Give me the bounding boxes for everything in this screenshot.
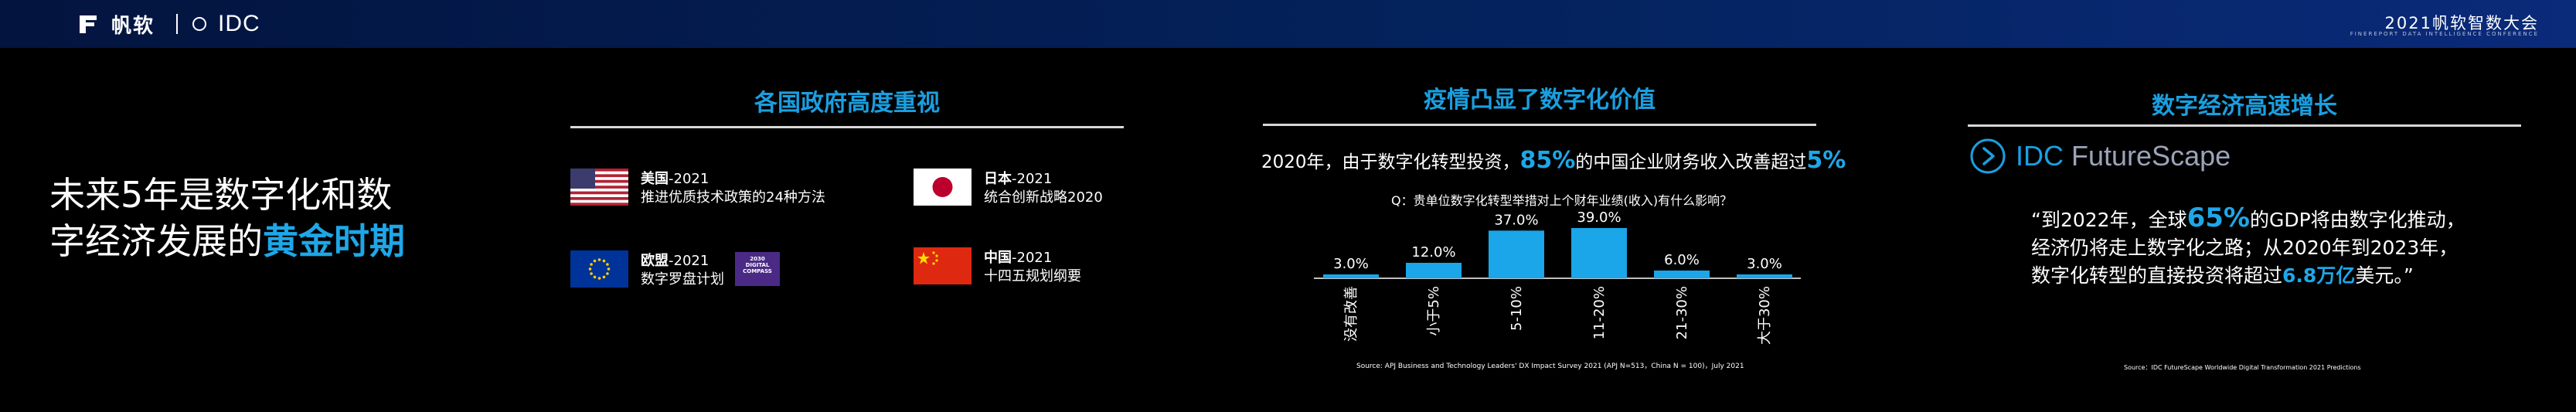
- chart-data-label: 3.0%: [1333, 256, 1369, 272]
- section3-divider: [1968, 124, 2521, 127]
- futurescape-brand: IDC: [2016, 140, 2064, 172]
- japan-flag-icon: [914, 169, 972, 206]
- headline-line2: 字经济发展的黄金时期: [49, 218, 451, 264]
- digital-compass-badge: 2030 DIGITAL COMPASS: [735, 252, 780, 286]
- country-japan: 日本-2021 统合创新战略2020: [914, 169, 1103, 207]
- headline-highlight: 黄金时期: [263, 220, 405, 262]
- country-eu-name: 欧盟: [641, 253, 669, 269]
- headline-line2-prefix: 字经济发展的: [49, 220, 263, 262]
- country-japan-desc: 统合创新战略2020: [984, 189, 1103, 206]
- chart-data-label: 12.0%: [1411, 244, 1455, 260]
- country-china-year: -2021: [1012, 250, 1053, 266]
- stat-prefix: 2020年，由于数字化转型投资，: [1261, 152, 1520, 172]
- chart-data-label: 3.0%: [1747, 256, 1782, 272]
- stat-line: 2020年，由于数字化转型投资，85%的中国企业财务收入改善超过5%: [1261, 147, 1846, 174]
- chart-category-label: 11-20%: [1591, 286, 1608, 339]
- logo-divider: [176, 14, 179, 34]
- country-usa: 美国-2021 推进优质技术政策的24种方法: [570, 169, 825, 207]
- section2-divider: [1263, 124, 1816, 126]
- brand-name: 帆软: [111, 14, 155, 38]
- chart-category-label: 小于5%: [1426, 286, 1442, 336]
- header-bar: 帆软 IDC 2021帆软智数大会 FINEREPORT DATA INTELL…: [0, 0, 2576, 48]
- stat-middle: 的中国企业财务收入改善超过: [1575, 152, 1807, 172]
- section3-title: 数字经济高速增长: [2152, 93, 2337, 120]
- chart-category-label: 没有改善: [1343, 286, 1359, 342]
- chart-bar: [1406, 263, 1462, 278]
- stat-pct-85: 85%: [1519, 147, 1576, 174]
- chart-bar: [1571, 228, 1627, 278]
- chart-data-label: 37.0%: [1494, 212, 1538, 228]
- country-eu-desc: 数字罗盘计划: [641, 271, 724, 288]
- country-eu-year: -2021: [669, 253, 710, 269]
- brand-logos: 帆软 IDC: [77, 11, 260, 38]
- chart-bar: [1737, 274, 1792, 278]
- futurescape-source: Source：IDC FutureScape Worldwide Digital…: [2124, 364, 2361, 371]
- country-china-name: 中国: [984, 250, 1012, 266]
- chart-data-label: 6.0%: [1664, 252, 1700, 268]
- chart-source: Source: APJ Business and Technology Lead…: [1356, 363, 1744, 370]
- chart-category-label: 大于30%: [1757, 286, 1773, 345]
- badge-line2: DIGITAL: [745, 262, 770, 268]
- play-circle-icon: [1970, 138, 2006, 174]
- futurescape-text: IDC FutureScape: [2016, 140, 2231, 172]
- country-china: 中国-2021 十四五规划纲要: [914, 247, 1081, 286]
- country-usa-name: 美国: [641, 171, 669, 187]
- badge-line1: 2030: [750, 256, 765, 262]
- section1-title: 各国政府高度重视: [754, 90, 940, 117]
- conference-subtitle: FINEREPORT DATA INTELLIGENCE CONFERENCE: [2350, 31, 2539, 37]
- quote-l3-b: 美元。”: [2355, 264, 2414, 287]
- country-china-text: 中国-2021 十四五规划纲要: [984, 249, 1081, 286]
- quote-68-trillion: 6.8万亿: [2282, 264, 2356, 287]
- idc-logo-text: IDC: [218, 11, 260, 36]
- quote-l1-a: “到2022年，全球: [2031, 209, 2187, 231]
- finereport-logo-icon: [80, 15, 97, 33]
- chart-category-label: 5-10%: [1509, 286, 1525, 331]
- country-japan-name: 日本: [984, 171, 1012, 187]
- conference-title: 2021帆软智数大会: [2384, 14, 2539, 32]
- quote-line1: “到2022年，全球65%的GDP将由数字化推动，: [2031, 204, 2495, 234]
- country-japan-year: -2021: [1012, 171, 1053, 187]
- idc-quote: “到2022年，全球65%的GDP将由数字化推动， 经济仍将走上数字化之路；从2…: [2031, 204, 2495, 290]
- chart-category-label: 21-30%: [1674, 286, 1690, 339]
- country-usa-year: -2021: [669, 171, 710, 187]
- country-usa-desc: 推进优质技术政策的24种方法: [641, 189, 825, 206]
- idc-futurescape-logo: IDC FutureScape: [1969, 138, 2231, 175]
- country-usa-text: 美国-2021 推进优质技术政策的24种方法: [641, 170, 825, 207]
- headline-line1: 未来5年是数字化和数: [49, 174, 393, 216]
- quote-l1-b: 的GDP将由数字化推动，: [2249, 209, 2465, 231]
- chart-bar: [1489, 230, 1544, 278]
- us-flag-icon: [570, 169, 628, 206]
- country-china-desc: 十四五规划纲要: [984, 268, 1081, 284]
- bar-chart: 3.0% 没有改善 12.0% 小于5% 37.0% 5-10% 39.0% 11-20% 6.…: [1314, 209, 1801, 345]
- chart-bar: [1654, 271, 1710, 278]
- section1-divider: [570, 126, 1124, 128]
- badge-line3: COMPASS: [743, 268, 772, 274]
- futurescape-product: FutureScape: [2071, 140, 2231, 172]
- quote-l3-a: 数字化转型的直接投资将超过: [2031, 264, 2283, 287]
- eu-flag-icon: [570, 250, 628, 288]
- headline: 未来5年是数字化和数 字经济发展的黄金时期: [49, 172, 451, 264]
- section2-title: 疫情凸显了数字化价值: [1424, 87, 1656, 114]
- chart-bar: [1323, 274, 1379, 278]
- quote-line2: 经济仍将走上数字化之路；从2020年到2023年，: [2031, 237, 2459, 259]
- quote-line3: 数字化转型的直接投资将超过6.8万亿美元。”: [2031, 262, 2495, 290]
- idc-logo-icon: [192, 17, 207, 31]
- country-eu-text: 欧盟-2021 数字罗盘计划: [641, 252, 724, 289]
- country-eu: 欧盟-2021 数字罗盘计划 2030 DIGITAL COMPASS: [570, 250, 780, 289]
- china-flag-icon: [914, 247, 972, 284]
- quote-65-pct: 65%: [2186, 203, 2250, 233]
- stat-pct-5: 5%: [1806, 147, 1846, 174]
- chart-data-label: 39.0%: [1577, 209, 1621, 226]
- survey-question: Q：贵单位数字化转型举措对上个财年业绩(收入)有什么影响？: [1391, 193, 1733, 208]
- country-japan-text: 日本-2021 统合创新战略2020: [984, 170, 1103, 207]
